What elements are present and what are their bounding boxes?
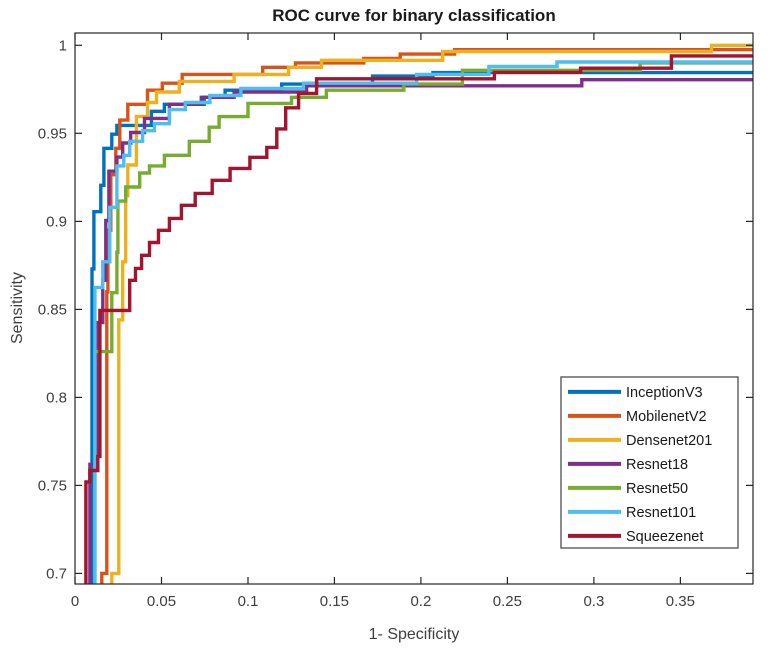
y-tick-label: 0.75 [38, 477, 67, 494]
y-tick-label: 0.85 [38, 301, 67, 318]
x-axis-label: 1- Specificity [369, 626, 460, 643]
curve-mobilenetv2 [100, 48, 753, 584]
legend-entry-resnet18: Resnet18 [568, 457, 688, 473]
legend-entry-resnet101: Resnet101 [568, 505, 696, 521]
x-tick-label: 0.35 [666, 593, 695, 610]
axes-frame [74, 32, 754, 585]
x-tick-label: 0.15 [320, 593, 349, 610]
y-tick-label: 0.7 [46, 565, 67, 582]
y-tick-label: 1 [59, 37, 67, 54]
legend-entry-mobilenetv2: MobilenetV2 [568, 409, 707, 425]
x-tick-label: 0.05 [147, 593, 176, 610]
legend-label: Resnet18 [626, 457, 688, 473]
curve-densenet201 [110, 43, 753, 584]
legend-entry-squeezenet: Squeezenet [568, 529, 703, 545]
curve-resnet50 [93, 61, 753, 584]
legend-label: Resnet50 [626, 481, 688, 497]
x-tick-label: 0 [71, 593, 79, 610]
legend-label: Resnet101 [626, 505, 696, 521]
y-tick-label: 0.9 [46, 213, 67, 230]
x-tick-label: 0.25 [493, 593, 522, 610]
legend-label: Squeezenet [626, 529, 703, 545]
y-tick-label: 0.95 [38, 125, 67, 142]
legend: InceptionV3 MobilenetV2 Densenet201 Resnet1… [560, 376, 739, 549]
curve-squeezenet [84, 54, 753, 584]
legend-label: MobilenetV2 [626, 409, 707, 425]
x-tick-label: 0.2 [410, 593, 431, 610]
x-tick-label: 0.3 [583, 593, 604, 610]
x-tick-label: 0.1 [238, 593, 259, 610]
curves-layer [84, 43, 753, 584]
legend-entry-densenet201: Densenet201 [568, 433, 712, 449]
legend-label: Densenet201 [626, 433, 712, 449]
y-tick-label: 0.8 [46, 389, 67, 406]
legend-entry-resnet50: Resnet50 [568, 481, 688, 497]
tick-labels-layer: 0 0.05 0.1 0.15 0.2 0.25 0.3 0.35 0.7 0.75 0.8 0.85… [38, 37, 695, 610]
legend-label: InceptionV3 [626, 385, 703, 401]
chart-title: ROC curve for binary classification [272, 6, 555, 25]
y-axis-label: Sensitivity [9, 272, 26, 344]
legend-entry-inceptionv3: InceptionV3 [568, 385, 703, 401]
